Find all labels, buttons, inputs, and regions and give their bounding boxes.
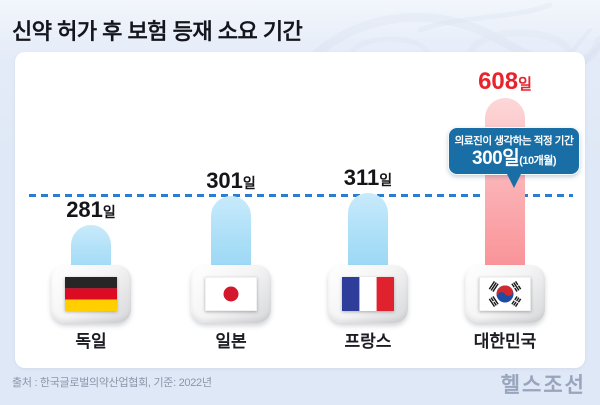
chart-card: 281일 독일 301일 <box>15 52 585 368</box>
germany-flag-icon <box>65 277 117 311</box>
value-label-france: 311일 <box>308 167 428 189</box>
japan-flag-icon <box>205 277 257 311</box>
value-unit: 일 <box>379 172 393 188</box>
value-number: 281 <box>66 197 103 222</box>
callout-tail-pointer <box>507 173 521 188</box>
publisher-logo: 헬스조선 <box>500 374 586 397</box>
south-korea-flag-icon <box>479 277 531 311</box>
reference-dashed-line <box>29 194 573 197</box>
value-label-japan: 301일 <box>171 170 291 192</box>
country-column-france: 311일 프랑스 <box>308 52 428 368</box>
value-number: 301 <box>206 168 243 193</box>
country-label-korea: 대한민국 <box>473 332 537 351</box>
value-label-korea: 608일 <box>445 70 565 94</box>
flag-badge-korea <box>465 265 545 323</box>
country-label-japan: 일본 <box>215 332 247 351</box>
source-note: 출처 : 한국글로벌의약산업협회, 기준: 2022년 <box>12 377 212 389</box>
value-unit: 일 <box>242 175 256 191</box>
value-label-germany: 281일 <box>31 199 151 221</box>
callout-value: 300일(10개월) <box>453 148 575 170</box>
flag-badge-germany <box>51 265 131 323</box>
value-number: 311 <box>343 165 380 190</box>
page-title: 신약 허가 후 보험 등재 소요 기간 <box>12 19 303 44</box>
value-unit: 일 <box>518 76 532 93</box>
flag-badge-japan <box>191 265 271 323</box>
country-column-korea: 608일 <box>445 52 565 368</box>
reference-callout: 의료진이 생각하는 적정 기간 300일(10개월) <box>448 127 580 188</box>
france-flag-icon <box>342 277 394 311</box>
callout-value-suffix: (10개월) <box>519 155 556 167</box>
callout-text: 의료진이 생각하는 적정 기간 <box>454 135 574 147</box>
country-label-france: 프랑스 <box>344 332 392 351</box>
country-label-germany: 독일 <box>75 332 107 351</box>
country-column-germany: 281일 독일 <box>31 52 151 368</box>
value-number: 608 <box>478 68 519 95</box>
country-column-japan: 301일 일본 <box>171 52 291 368</box>
value-unit: 일 <box>102 204 116 220</box>
flag-badge-france <box>328 265 408 323</box>
callout-value-number: 300일 <box>472 148 520 169</box>
